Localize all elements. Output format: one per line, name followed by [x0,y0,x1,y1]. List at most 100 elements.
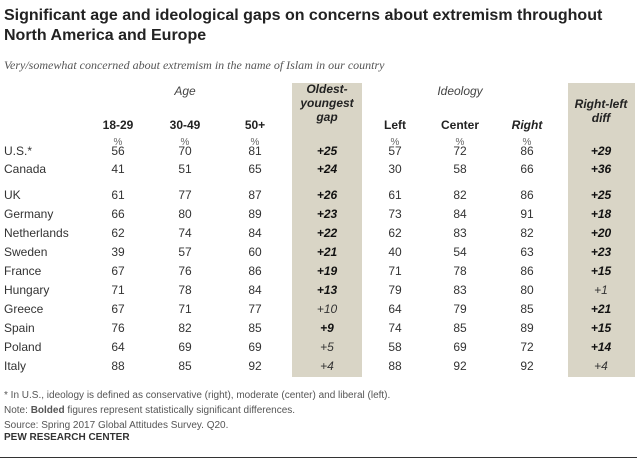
percent-label: % [390,137,400,148]
diff-value: +1 [594,283,608,297]
diff-value: +14 [590,340,612,354]
note-prefix: Note: [4,405,31,416]
column-header-line: youngest [300,96,354,110]
column-header-line: Oldest- [306,82,348,96]
value-cell: 62 [111,226,125,240]
percent-label: % [180,137,190,148]
value-cell: 56 [111,144,125,158]
value-cell: 79 [453,302,467,316]
value-cell: 78 [178,283,192,297]
value-cell: 91 [520,207,534,221]
value-cell: 82 [453,188,467,202]
diff-value: +29 [590,144,612,158]
age-group-label: Age [174,84,196,98]
value-cell: 88 [111,359,125,373]
country-label: Hungary [4,283,50,297]
value-cell: 61 [111,188,125,202]
diff-value: +21 [590,302,612,316]
country-label: Germany [4,207,54,221]
value-cell: 92 [453,359,467,373]
value-cell: 82 [178,321,192,335]
pew-logo: PEW RESEARCH CENTER [4,432,130,443]
value-cell: 70 [178,144,192,158]
chart-subtitle: Very/somewhat concerned about extremism … [4,58,385,72]
diff-value: +15 [590,264,612,278]
country-label: Greece [4,302,44,316]
column-header: Right [511,118,543,132]
value-cell: 39 [111,245,125,259]
diff-value: +36 [590,162,612,176]
value-cell: 69 [248,340,262,354]
value-cell: 64 [111,340,125,354]
value-cell: 81 [248,144,262,158]
value-cell: 65 [248,162,262,176]
value-cell: 82 [520,226,534,240]
value-cell: 84 [248,226,262,240]
value-cell: 83 [453,226,467,240]
country-label: Netherlands [4,226,69,240]
note-rest: figures represent statistically signific… [64,405,296,416]
gap-value: +19 [316,264,338,278]
country-label: UK [4,188,21,202]
country-label: Poland [4,340,42,354]
value-cell: 66 [520,162,534,176]
value-cell: 77 [178,188,192,202]
country-label: Sweden [4,245,48,259]
column-header: 30-49 [169,118,201,132]
gap-value: +26 [316,188,338,202]
value-cell: 73 [388,207,402,221]
gap-value: +13 [316,283,338,297]
column-header-line: gap [316,110,338,124]
column-header: 50+ [244,118,266,132]
value-cell: 71 [388,264,402,278]
value-cell: 60 [248,245,262,259]
gap-value: +5 [320,340,334,354]
value-cell: 74 [178,226,192,240]
value-cell: 57 [388,144,402,158]
note-bold: Bolded [30,405,65,416]
value-cell: 67 [111,302,125,316]
column-header-line: Right-left [574,97,628,111]
value-cell: 85 [178,359,192,373]
value-cell: 58 [388,340,402,354]
value-cell: 78 [453,264,467,278]
value-cell: 72 [453,144,467,158]
gap-value: +24 [316,162,338,176]
gap-column-shade [292,83,362,377]
column-header-line: diff [591,111,611,125]
value-cell: 86 [520,264,534,278]
column-header: 18-29 [102,118,134,132]
value-cell: 66 [111,207,125,221]
gap-value: +4 [320,359,334,373]
value-cell: 69 [453,340,467,354]
column-header: Left [384,118,406,132]
value-cell: 84 [248,283,262,297]
value-cell: 76 [111,321,125,335]
value-cell: 51 [178,162,192,176]
value-cell: 86 [248,264,262,278]
footnote-note: Note: Bolded figures represent statistic… [4,403,295,418]
gap-value: +25 [316,144,338,158]
diff-value: +4 [594,359,608,373]
value-cell: 72 [520,340,534,354]
footnote-source: Source: Spring 2017 Global Attitudes Sur… [4,420,229,431]
value-cell: 80 [178,207,192,221]
value-cell: 71 [178,302,192,316]
country-label: France [4,264,42,278]
diff-value: +23 [590,245,612,259]
value-cell: 85 [453,321,467,335]
gap-value: +22 [316,226,338,240]
percent-label: % [455,137,465,148]
country-label: U.S.* [4,144,33,158]
value-cell: 61 [388,188,402,202]
country-label: Spain [4,321,35,335]
value-cell: 85 [520,302,534,316]
value-cell: 62 [388,226,402,240]
gap-value: +21 [316,245,338,259]
chart-title: Significant age and ideological gaps on … [4,7,603,44]
value-cell: 86 [520,144,534,158]
value-cell: 71 [111,283,125,297]
value-cell: 64 [388,302,402,316]
value-cell: 84 [453,207,467,221]
